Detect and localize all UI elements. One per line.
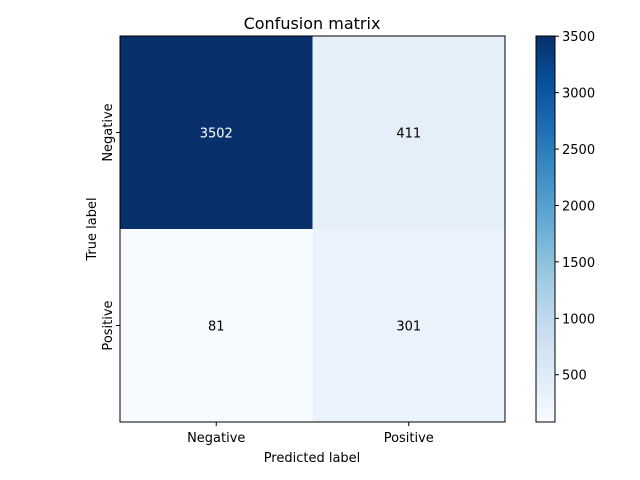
cell-value-label: 81	[208, 320, 225, 335]
y-axis-ticks: Negative Positive	[101, 103, 120, 351]
heatmap-cells: 3502 411 81 301	[120, 36, 505, 422]
colorbar-tick-label: 2500	[562, 143, 595, 158]
heatmap-cell	[120, 229, 313, 422]
cell-value-label: 301	[396, 320, 421, 335]
cell-value-label: 411	[396, 127, 421, 142]
x-tick-label: Positive	[384, 431, 434, 446]
colorbar-tick-label: 1000	[562, 312, 595, 327]
heatmap-cell	[312, 36, 505, 229]
x-axis-ticks: Negative Positive	[187, 422, 434, 446]
plot-frame	[119, 35, 506, 423]
y-tick-label: Positive	[101, 300, 116, 350]
x-axis-label: Predicted label	[264, 451, 361, 466]
colorbar-tick-label: 1500	[562, 256, 595, 271]
y-tick-label: Negative	[101, 103, 116, 161]
heatmap-cell	[120, 36, 313, 229]
colorbar-tick-label: 500	[562, 369, 587, 384]
cell-value-label: 3502	[200, 127, 233, 142]
x-tick-label: Negative	[187, 431, 245, 446]
colorbar-ticks: 500 1000 1500 2000 2500 3000 3500	[555, 30, 595, 384]
heatmap-cell	[312, 229, 505, 422]
colorbar-tick-label: 3500	[562, 30, 595, 45]
chart-title: Confusion matrix	[244, 14, 381, 33]
colorbar-tick-label: 3000	[562, 87, 595, 102]
y-axis-label: True label	[85, 197, 100, 261]
colorbar	[535, 35, 556, 423]
colorbar-tick-label: 2000	[562, 199, 595, 214]
